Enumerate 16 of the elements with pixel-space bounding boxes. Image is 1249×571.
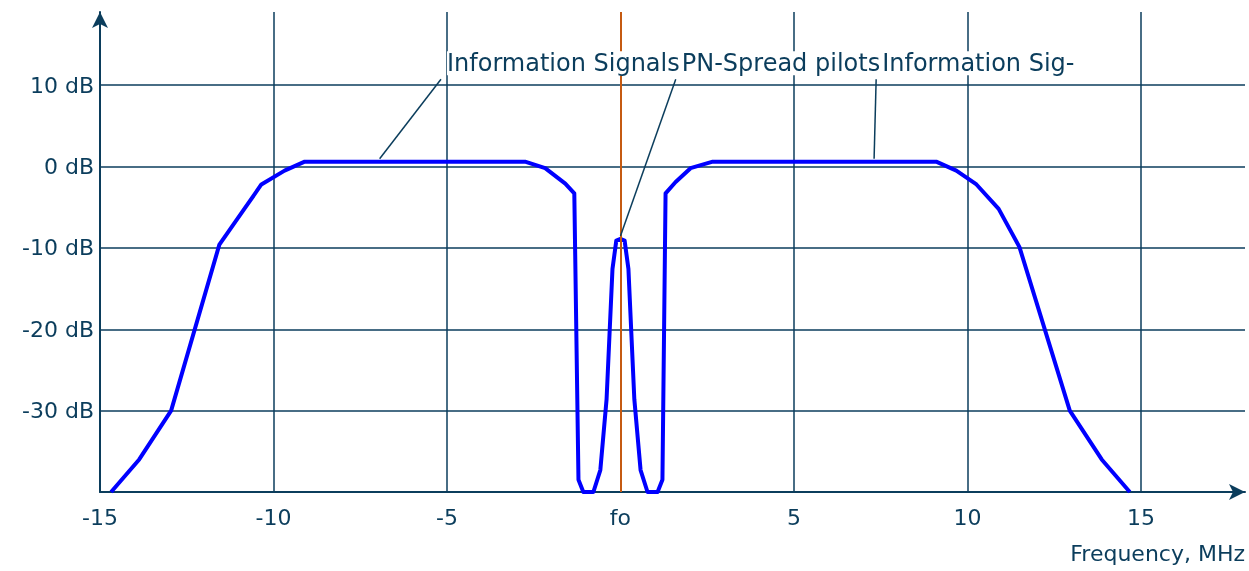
x-tick-label: -10 [255,504,292,530]
x-tick-label: -15 [82,504,118,530]
x-tick-label: -5 [436,504,458,530]
x-tick-label: 15 [1126,504,1155,530]
y-tick-label: 10 dB [29,72,94,98]
y-tick-label: -30 dB [22,398,94,424]
annotation: PN-Spread pilots [681,49,881,78]
y-tick-label: -20 dB [22,316,94,342]
annotation: Information Signals [446,49,680,78]
y-tick-label: 0 dB [43,154,94,180]
x-tick-label: fo [609,504,632,530]
x-axis-title: Frequency, MHz [1070,540,1245,566]
y-tick-label: -10 dB [22,235,94,261]
x-tick-label: 5 [786,504,801,530]
x-tick-label: 10 [953,504,982,530]
annotation: Information Sig- [882,49,1075,78]
